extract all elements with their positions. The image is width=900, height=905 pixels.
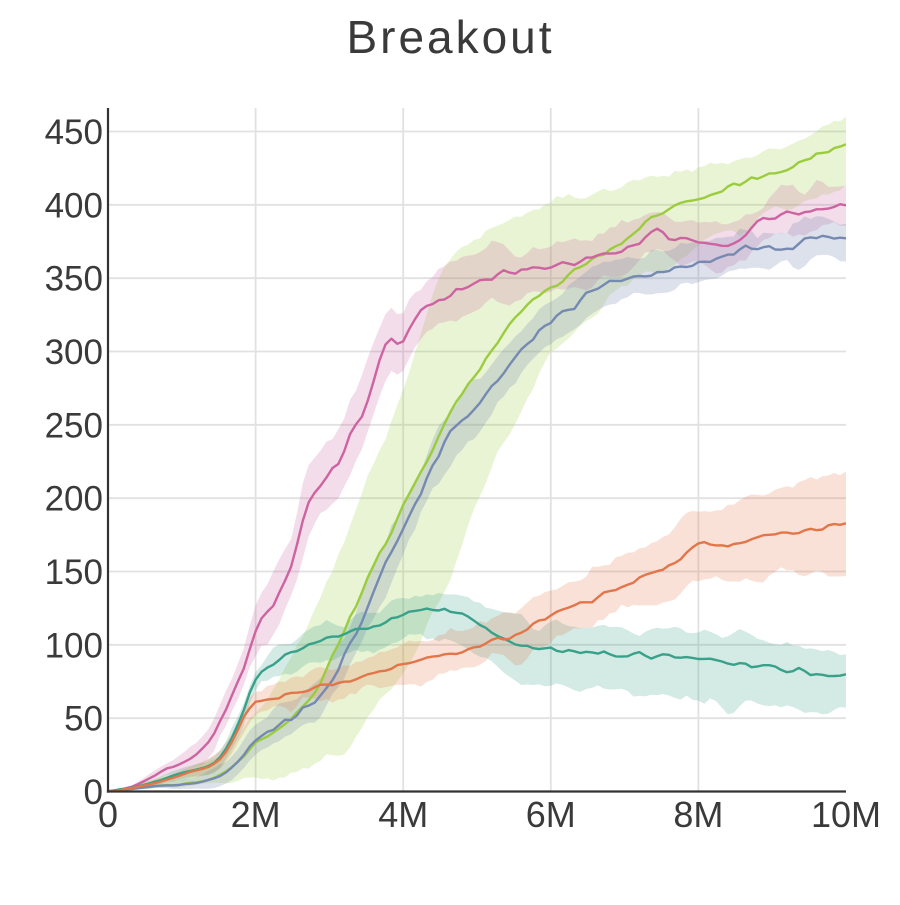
svg-text:100: 100 [45,626,103,665]
svg-text:350: 350 [45,260,103,299]
svg-text:4M: 4M [378,794,428,835]
svg-text:0: 0 [84,773,103,812]
svg-text:200: 200 [45,480,103,519]
svg-text:50: 50 [64,700,103,739]
svg-text:Breakout: Breakout [346,11,554,63]
svg-text:450: 450 [45,113,103,152]
svg-text:250: 250 [45,406,103,445]
svg-text:10M: 10M [811,794,881,835]
svg-text:6M: 6M [526,794,576,835]
svg-text:2M: 2M [231,794,281,835]
svg-text:300: 300 [45,333,103,372]
svg-text:0: 0 [98,794,118,835]
svg-text:150: 150 [45,553,103,592]
svg-text:8M: 8M [673,794,723,835]
svg-text:400: 400 [45,186,103,225]
